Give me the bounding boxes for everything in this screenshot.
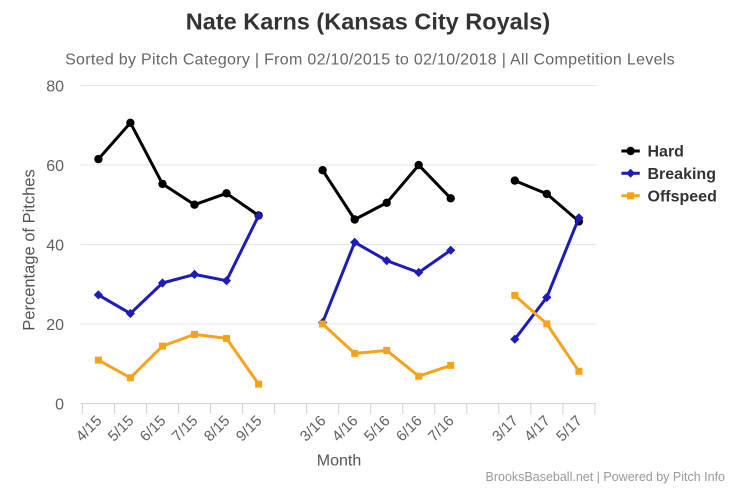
svg-text:60: 60: [46, 158, 64, 175]
svg-text:Hard: Hard: [648, 144, 684, 161]
svg-text:Sorted by Pitch Category | Fro: Sorted by Pitch Category | From 02/10/20…: [65, 51, 675, 68]
svg-text:Percentage of Pitches: Percentage of Pitches: [21, 169, 39, 330]
svg-text:Month: Month: [317, 453, 361, 470]
svg-text:Offspeed: Offspeed: [648, 188, 717, 205]
svg-text:40: 40: [46, 237, 64, 254]
svg-text:BrooksBaseball.net | Powered b: BrooksBaseball.net | Powered by Pitch In…: [486, 470, 726, 484]
svg-text:0: 0: [55, 396, 64, 413]
svg-text:20: 20: [46, 317, 64, 334]
svg-text:80: 80: [46, 78, 64, 95]
svg-text:Nate Karns (Kansas City Royals: Nate Karns (Kansas City Royals): [186, 9, 550, 35]
svg-text:Breaking: Breaking: [648, 166, 716, 183]
